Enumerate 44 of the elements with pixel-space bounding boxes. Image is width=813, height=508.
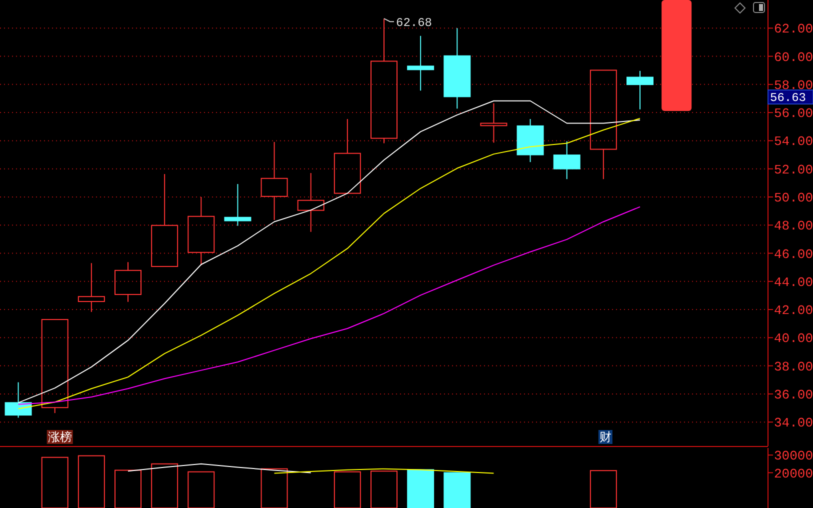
y-tick-label: 20000 bbox=[774, 466, 813, 482]
bar bbox=[407, 469, 434, 508]
candlestick bbox=[480, 102, 508, 144]
text: 56.63 bbox=[770, 91, 806, 106]
annotation: 涨榜 bbox=[48, 430, 72, 444]
bar bbox=[151, 463, 178, 508]
bar bbox=[78, 455, 105, 508]
bar bbox=[41, 456, 68, 508]
y-tick-label: 48.00 bbox=[774, 218, 813, 234]
y-tick-label: 30000 bbox=[774, 448, 813, 464]
candlestick bbox=[114, 262, 142, 302]
bar bbox=[590, 470, 617, 508]
y-tick-label: 40.00 bbox=[774, 331, 813, 346]
bar bbox=[370, 470, 398, 508]
candlestick bbox=[188, 196, 215, 266]
y-tick-label: 50.00 bbox=[774, 190, 813, 206]
annotation: 62.68 bbox=[396, 16, 432, 30]
bar bbox=[260, 468, 288, 508]
candlestick bbox=[78, 262, 105, 312]
y-tick-label: 54.00 bbox=[774, 134, 813, 150]
candlestick bbox=[516, 118, 544, 163]
candlestick bbox=[553, 140, 580, 180]
y-tick-label: 38.00 bbox=[774, 359, 813, 374]
y-tick-label: 44.00 bbox=[774, 274, 813, 290]
candlestick bbox=[224, 184, 252, 226]
line-series bbox=[128, 463, 312, 474]
y-tick-label: 34.00 bbox=[774, 416, 813, 431]
candlestick bbox=[444, 28, 471, 110]
bar bbox=[114, 470, 142, 508]
bar bbox=[444, 472, 471, 508]
y-tick-label: 36.00 bbox=[774, 387, 813, 402]
candlestick bbox=[297, 172, 324, 232]
y-tick-label: 58.00 bbox=[774, 78, 813, 93]
bar bbox=[188, 471, 215, 508]
y-tick-label: 46.00 bbox=[774, 246, 813, 262]
y-tick-label: 42.00 bbox=[774, 303, 813, 318]
bar bbox=[334, 471, 361, 508]
y-tick-label: 62.00 bbox=[774, 22, 813, 37]
annotation: 财 bbox=[599, 430, 612, 444]
y-tick-label: 56.00 bbox=[774, 106, 813, 122]
y-tick-label: 52.00 bbox=[774, 162, 813, 178]
y-tick-label: 60.00 bbox=[774, 50, 813, 65]
candlestick bbox=[260, 141, 288, 221]
candlestick bbox=[407, 35, 434, 92]
